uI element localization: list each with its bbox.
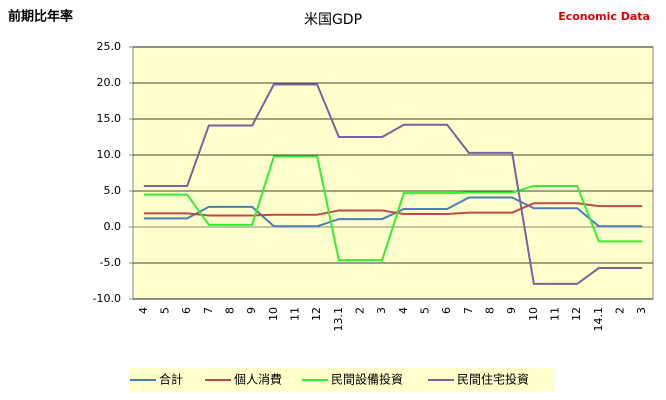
legend-box <box>130 368 553 392</box>
x-tick-label: 8 <box>224 307 237 314</box>
x-tick-label: 10 <box>527 307 540 321</box>
x-tick-label: 11 <box>549 307 562 321</box>
x-tick-label: 14.1 <box>592 307 605 332</box>
x-tick-label: 3 <box>635 307 648 314</box>
series-line <box>143 83 643 285</box>
y-tick-label: 15.0 <box>97 112 122 125</box>
series-line <box>143 202 643 217</box>
x-tick-label: 4 <box>137 307 150 314</box>
chart-title: 米国GDP <box>304 12 362 28</box>
legend-label: 民間設備投資 <box>331 372 403 387</box>
y-tick-label: -5.0 <box>100 256 121 269</box>
x-tick-label: 12 <box>310 307 323 321</box>
x-tick-label: 5 <box>419 307 432 314</box>
series-line <box>143 155 643 262</box>
y-tick-label: 5.0 <box>104 184 122 197</box>
y-tick-label: -10.0 <box>93 292 121 305</box>
legend-label: 合計 <box>159 372 183 387</box>
y-tick-label: 0.0 <box>104 220 122 233</box>
x-tick-label: 7 <box>462 307 475 314</box>
x-tick-label: 7 <box>202 307 215 314</box>
x-tick-label: 6 <box>180 307 193 314</box>
plot-area <box>132 46 654 300</box>
y-tick-label: 25.0 <box>97 40 122 53</box>
y-tick-label: 20.0 <box>97 76 122 89</box>
x-tick-label: 9 <box>505 307 518 314</box>
x-tick-label: 3 <box>375 307 388 314</box>
x-tick-label: 4 <box>397 307 410 314</box>
x-tick-label: 8 <box>484 307 497 314</box>
x-tick-label: 13.1 <box>332 307 345 332</box>
x-tick-label: 11 <box>289 307 302 321</box>
x-tick-label: 9 <box>245 307 258 314</box>
x-tick-label: 5 <box>159 307 172 314</box>
x-tick-label: 2 <box>614 307 627 314</box>
x-tick-label: 10 <box>267 307 280 321</box>
x-tick-label: 2 <box>354 307 367 314</box>
source-label: Economic Data <box>558 10 650 23</box>
x-tick-label: 6 <box>440 307 453 314</box>
series-line <box>143 196 643 228</box>
legend-label: 個人消費 <box>234 372 282 387</box>
y-axis-title: 前期比年率 <box>8 9 73 25</box>
y-tick-label: 10.0 <box>97 148 122 161</box>
legend-label: 民間住宅投資 <box>457 372 529 387</box>
x-tick-label: 12 <box>570 307 583 321</box>
